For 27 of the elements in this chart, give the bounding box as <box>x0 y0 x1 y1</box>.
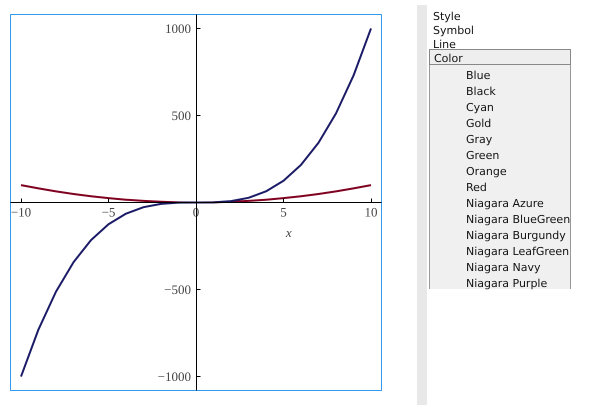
text: Color <box>434 52 463 65</box>
text: Gray <box>429 129 572 146</box>
y-tick-label: 1000 <box>165 20 191 36</box>
text: Symbol <box>433 24 474 37</box>
text: Black <box>429 81 572 98</box>
text: Niagara Azure <box>429 193 572 210</box>
text: Niagara Purple <box>429 273 572 290</box>
text: Line <box>433 38 456 51</box>
y-tick-label: 500 <box>172 108 191 123</box>
x-tick-label: 5 <box>280 204 287 220</box>
text: Cyan <box>429 97 572 114</box>
x-axis-title: x <box>284 225 292 240</box>
y-tick-label: −500 <box>164 282 192 298</box>
y-tick-label: −1000 <box>158 369 192 384</box>
text: Gold <box>429 113 572 130</box>
x-tick-label: 10 <box>364 204 378 220</box>
x-tick-label: −10 <box>10 204 32 220</box>
text: Orange <box>429 161 572 178</box>
text: Niagara LeafGreen <box>429 241 572 258</box>
text: Style <box>432 9 462 23</box>
text: Niagara Navy <box>429 257 572 274</box>
text: Blue <box>429 65 572 82</box>
text: Niagara Burgundy <box>429 225 572 242</box>
text: Red <box>429 177 572 194</box>
text: Niagara BlueGreen <box>429 209 572 226</box>
x-tick-label: −5 <box>102 204 116 220</box>
text: Green <box>429 145 572 162</box>
